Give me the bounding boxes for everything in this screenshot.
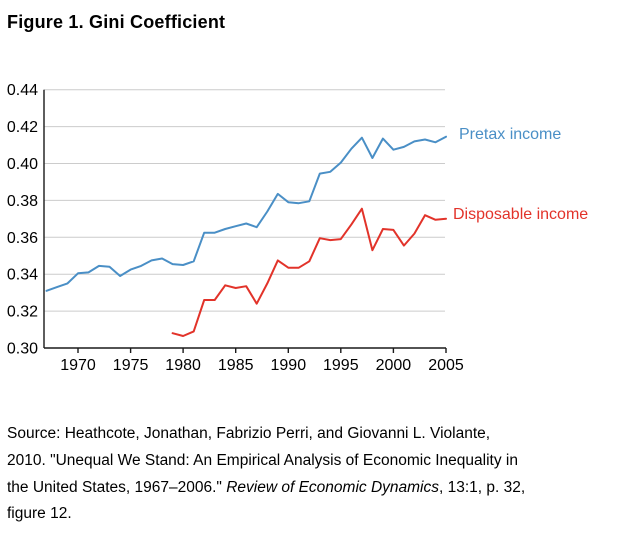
- x-tick-label: 1970: [60, 357, 96, 374]
- source-note-line: the United States, 1967–2006." Review of…: [7, 475, 615, 502]
- source-note: Source: Heathcote, Jonathan, Fabrizio Pe…: [7, 421, 615, 528]
- x-tick-label: 1980: [165, 357, 201, 374]
- pretax-income-series-label: Pretax income: [459, 126, 562, 143]
- source-note-line: Source: Heathcote, Jonathan, Fabrizio Pe…: [7, 425, 491, 442]
- source-note-text: the United States, 1967–2006.": [7, 478, 227, 496]
- journal-name: Review of Economic Dynamics: [226, 478, 439, 496]
- y-tick-label: 0.38: [7, 193, 38, 210]
- source-note-line: 2010. "Unequal We Stand: An Empirical An…: [7, 451, 518, 469]
- x-tick-label: 2005: [428, 357, 464, 374]
- x-tick-label: 1995: [323, 357, 359, 374]
- y-tick-label: 0.36: [7, 230, 38, 247]
- source-note-line: figure 12.: [7, 505, 72, 523]
- y-tick-label: 0.32: [7, 304, 38, 321]
- x-tick-label: 1990: [271, 357, 307, 374]
- x-tick-label: 1985: [218, 357, 254, 374]
- disposable-income-series-label: Disposable income: [453, 206, 589, 223]
- source-note-text: , 13:1, p. 32,: [438, 478, 526, 496]
- figure-title: Figure 1. Gini Coefficient: [7, 12, 226, 32]
- y-tick-label: 0.30: [7, 341, 38, 358]
- y-tick-label: 0.42: [7, 119, 38, 136]
- disposable-income-line: [171, 207, 447, 337]
- y-tick-label: 0.34: [7, 267, 38, 284]
- pretax-income-line: [45, 135, 447, 292]
- gini-line-chart: 0.30 0.32 0.34 0.36 0.38 0.40 0.42 0.44 1970 1975…: [7, 82, 464, 374]
- y-tick-label: 0.44: [7, 82, 38, 99]
- x-tick-label: 1975: [113, 357, 149, 374]
- y-tick-label: 0.40: [7, 156, 38, 173]
- x-tick-label: 2000: [376, 357, 412, 374]
